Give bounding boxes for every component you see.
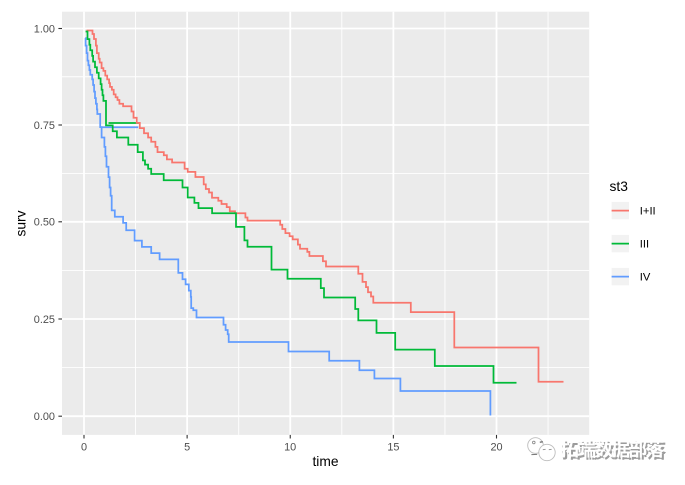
svg-text:time: time bbox=[312, 454, 338, 469]
svg-text:0.25: 0.25 bbox=[34, 314, 55, 326]
svg-text:0: 0 bbox=[81, 441, 87, 453]
svg-text:0.00: 0.00 bbox=[34, 411, 55, 423]
svg-text:surv: surv bbox=[14, 210, 29, 236]
svg-text:st3: st3 bbox=[610, 179, 629, 194]
svg-text:20: 20 bbox=[490, 441, 502, 453]
svg-text:10: 10 bbox=[284, 441, 296, 453]
svg-text:5: 5 bbox=[184, 441, 190, 453]
svg-text:0.75: 0.75 bbox=[34, 120, 55, 132]
svg-text:15: 15 bbox=[387, 441, 399, 453]
svg-text:III: III bbox=[640, 239, 649, 251]
svg-text:1.00: 1.00 bbox=[34, 23, 55, 35]
svg-text:I+II: I+II bbox=[640, 206, 656, 218]
svg-text:0.50: 0.50 bbox=[34, 217, 55, 229]
svg-text:IV: IV bbox=[640, 272, 651, 284]
